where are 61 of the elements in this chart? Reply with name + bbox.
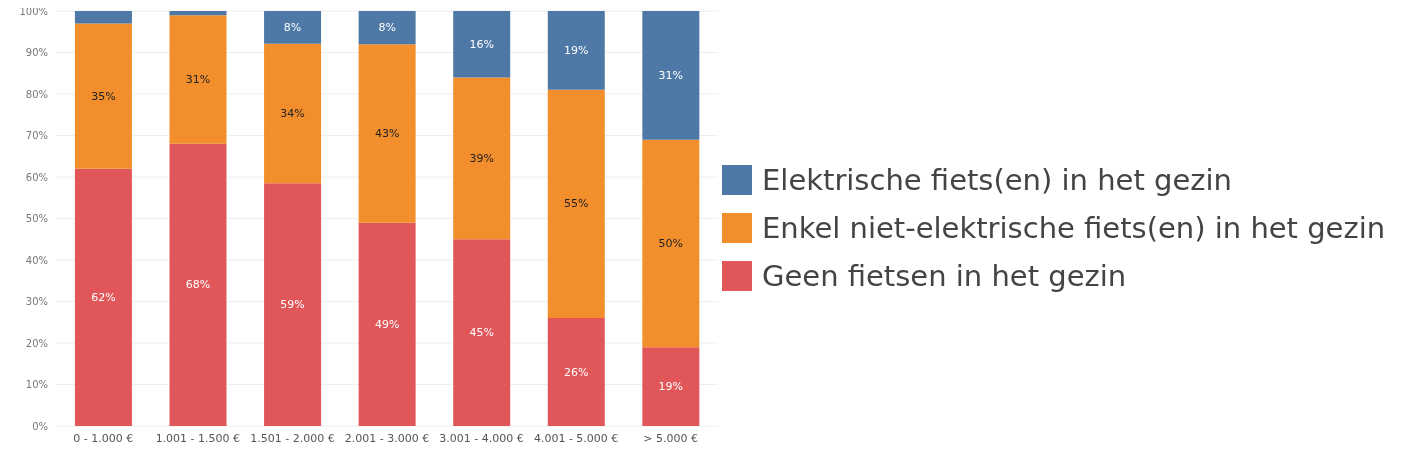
bar bbox=[453, 77, 511, 240]
bar bbox=[547, 89, 605, 319]
data-label: 34% bbox=[280, 107, 305, 120]
y-tick-label: 70% bbox=[25, 130, 48, 142]
data-label: 49% bbox=[374, 317, 400, 331]
bar bbox=[453, 11, 511, 78]
bar bbox=[264, 43, 322, 184]
y-tick-label: 10% bbox=[25, 379, 48, 391]
y-tick-label: 50% bbox=[25, 213, 48, 225]
data-label: 31% bbox=[658, 68, 684, 82]
y-tick-label: 0% bbox=[32, 420, 48, 432]
data-label: 62% bbox=[91, 290, 116, 304]
data-label: 39% bbox=[469, 151, 494, 165]
y-tick-label: 100% bbox=[19, 5, 48, 17]
data-label: 55% bbox=[564, 197, 589, 211]
data-label: 45% bbox=[469, 326, 494, 340]
bar bbox=[358, 222, 416, 426]
bar bbox=[642, 11, 700, 140]
legend-label: Enkel niet-elektrische fiets(en) in het gezin bbox=[762, 211, 1386, 245]
data-label: 50% bbox=[658, 236, 684, 250]
data-label: 26% bbox=[564, 365, 589, 379]
data-label: 19% bbox=[658, 380, 684, 394]
bar bbox=[358, 11, 416, 45]
bar bbox=[642, 347, 700, 426]
x-tick-label: 1.501 - 2.000 € bbox=[250, 431, 335, 445]
data-label: 31% bbox=[185, 72, 211, 86]
y-tick-label: 80% bbox=[25, 88, 48, 100]
x-tick-label: 1.001 - 1.500 € bbox=[155, 431, 241, 445]
bar bbox=[74, 168, 132, 426]
y-tick-label: 20% bbox=[25, 337, 48, 349]
bar bbox=[547, 318, 605, 426]
x-tick-label: 2.001 - 3.000 € bbox=[344, 431, 430, 445]
x-tick-label: 4.001 - 5.000 € bbox=[533, 431, 619, 445]
bar bbox=[264, 11, 322, 44]
bar bbox=[169, 15, 227, 144]
bar bbox=[264, 183, 322, 426]
data-label: 35% bbox=[91, 89, 116, 103]
x-tick-label: > 5.000 € bbox=[643, 431, 699, 445]
y-tick-label: 30% bbox=[25, 296, 48, 308]
bar bbox=[74, 11, 132, 24]
data-label: 8% bbox=[283, 20, 302, 34]
bar bbox=[169, 11, 227, 16]
bar bbox=[547, 11, 605, 90]
legend-label: Geen fietsen in het gezin bbox=[762, 259, 1127, 293]
y-tick-label: 60% bbox=[25, 171, 48, 183]
bar bbox=[358, 44, 416, 223]
y-tick-label: 90% bbox=[25, 47, 48, 59]
legend-label: Elektrische fiets(en) in het gezin bbox=[762, 163, 1232, 197]
data-label: 8% bbox=[378, 21, 396, 35]
y-tick-label: 40% bbox=[25, 254, 48, 266]
bar bbox=[453, 239, 511, 426]
data-label: 16% bbox=[469, 37, 494, 51]
bar bbox=[169, 143, 227, 426]
bar bbox=[74, 23, 132, 169]
data-label: 19% bbox=[564, 43, 589, 57]
data-label: 68% bbox=[185, 278, 211, 292]
x-tick-label: 3.001 - 4.000 € bbox=[439, 431, 524, 445]
x-tick-label: 0 - 1.000 € bbox=[73, 431, 134, 445]
data-label: 59% bbox=[280, 298, 305, 312]
data-label: 43% bbox=[374, 126, 400, 140]
bar bbox=[642, 139, 700, 348]
